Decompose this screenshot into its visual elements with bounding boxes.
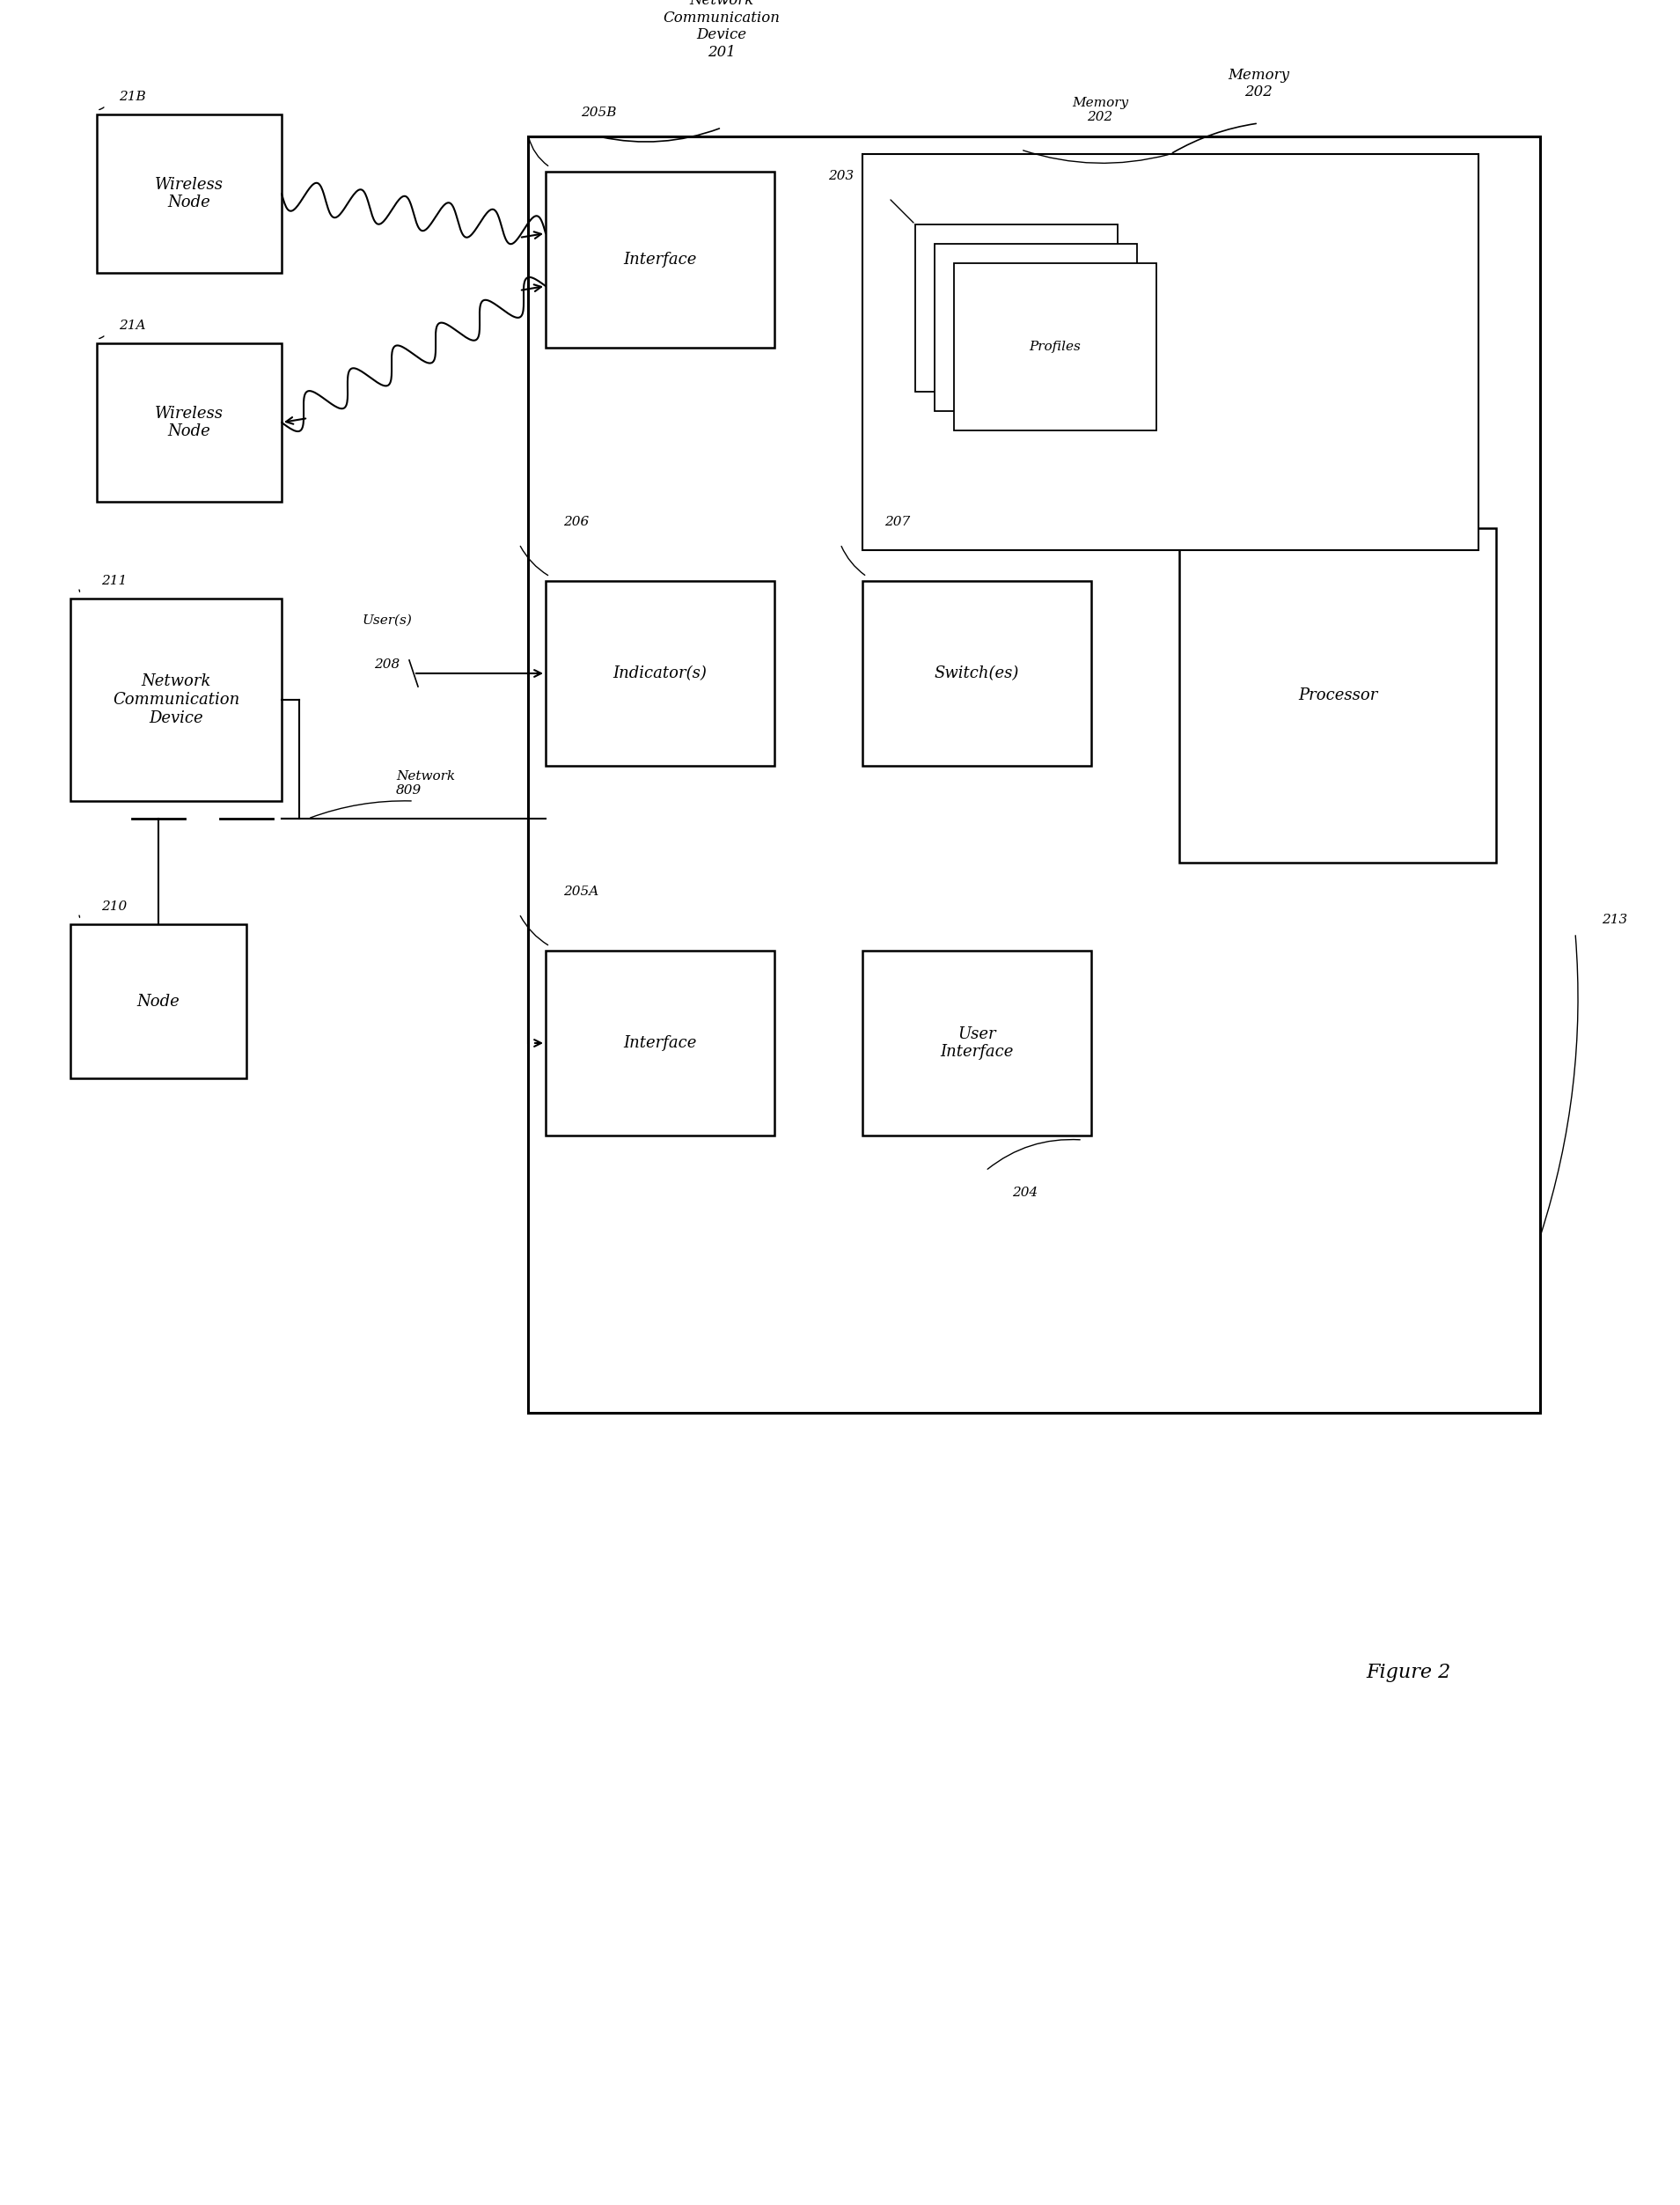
Bar	[528, 137, 1541, 1413]
Bar	[862, 950, 1092, 1136]
Text: Processor: Processor	[1299, 688, 1378, 703]
Bar	[546, 580, 774, 765]
Text: 213: 213	[1601, 913, 1628, 926]
Text: 211: 211	[101, 576, 128, 587]
Bar	[71, 598, 282, 800]
Text: Memory
202: Memory 202	[1072, 97, 1129, 123]
Bar	[862, 580, 1092, 765]
Text: 21B: 21B	[119, 90, 146, 104]
Text: 207: 207	[884, 516, 911, 529]
Text: 208: 208	[375, 659, 400, 670]
Text: 210: 210	[101, 900, 128, 913]
Text: User
Interface: User Interface	[941, 1025, 1013, 1061]
Text: 204: 204	[1011, 1186, 1038, 1200]
Bar	[1179, 529, 1497, 862]
Text: Wireless
Node: Wireless Node	[155, 176, 223, 212]
Text: Switch(es): Switch(es)	[934, 666, 1020, 681]
Text: Interface: Interface	[623, 1034, 697, 1052]
Bar	[916, 225, 1117, 392]
Bar	[97, 115, 282, 273]
Text: Memory
202: Memory 202	[1228, 68, 1289, 99]
Text: Node: Node	[138, 992, 180, 1010]
Bar	[954, 262, 1156, 430]
Bar	[546, 950, 774, 1136]
Text: 206: 206	[563, 516, 590, 529]
Text: Indicator(s): Indicator(s)	[613, 666, 707, 681]
Bar	[934, 245, 1137, 410]
Text: Network
Communication
Device
201: Network Communication Device 201	[664, 0, 780, 60]
Bar	[71, 924, 247, 1078]
Bar	[862, 154, 1478, 551]
Text: Profiles: Profiles	[1030, 340, 1080, 353]
Text: 21A: 21A	[119, 320, 146, 331]
Bar	[97, 344, 282, 503]
Text: Network
Communication
Device: Network Communication Device	[113, 673, 240, 725]
Text: 203: 203	[828, 170, 853, 183]
Text: User(s): User(s)	[363, 615, 412, 626]
Text: 205B: 205B	[581, 106, 617, 119]
Bar	[546, 172, 774, 348]
Text: Wireless
Node: Wireless Node	[155, 406, 223, 439]
Text: Network
809: Network 809	[396, 770, 455, 796]
Text: Figure 2: Figure 2	[1366, 1663, 1450, 1682]
Text: 205A: 205A	[563, 886, 598, 897]
Text: Interface: Interface	[623, 251, 697, 267]
